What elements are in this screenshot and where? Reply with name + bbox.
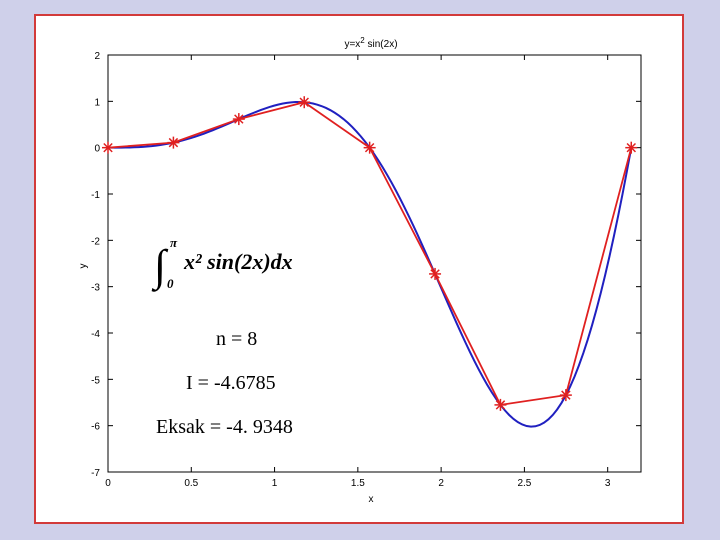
integral-upper-limit: π bbox=[170, 235, 178, 250]
marker-stroke bbox=[626, 142, 637, 153]
y-tick-label: -6 bbox=[91, 422, 100, 433]
integral-formula: ∫ π 0 x² sin(2x)dx bbox=[151, 235, 293, 292]
integral-expression: x² sin(2x)dx bbox=[183, 249, 293, 274]
approx-value: I = -4.6785 bbox=[186, 372, 276, 394]
x-axis-label: x bbox=[369, 494, 374, 505]
plot-box bbox=[107, 54, 642, 473]
x-tick-label: 1 bbox=[272, 478, 278, 489]
trapezoid-point bbox=[102, 141, 114, 154]
x-tick-label: 1.5 bbox=[351, 478, 365, 489]
chart: 0 0.5 1 1.5 2 2.5 3 2 1 0 -1 -2 -3 -4 -5 -6 -7 y=x2 sin(… bbox=[78, 36, 642, 505]
trapezoid-point bbox=[559, 389, 572, 402]
trapezoid-point bbox=[298, 96, 311, 109]
trapezoid-point bbox=[232, 113, 245, 126]
marker-stroke bbox=[168, 137, 179, 148]
x-tick-label: 2 bbox=[438, 478, 444, 489]
trapezoid-point bbox=[494, 398, 507, 411]
y-tick-label: -2 bbox=[91, 236, 100, 247]
trapezoid-point bbox=[625, 141, 638, 154]
chart-title: y=x2 sin(2x) bbox=[344, 36, 397, 50]
integral-lower-limit: 0 bbox=[167, 276, 174, 291]
y-tick-label: 2 bbox=[94, 51, 100, 62]
marker-stroke bbox=[495, 400, 506, 410]
trapezoid-point bbox=[429, 267, 442, 280]
marker-stroke bbox=[234, 114, 244, 124]
x-tick-label: 3 bbox=[605, 478, 611, 489]
marker-stroke bbox=[364, 142, 375, 153]
svg-text:∫: ∫ bbox=[151, 241, 169, 292]
marker-stroke bbox=[299, 97, 309, 107]
slide-frame: 0 0.5 1 1.5 2 2.5 3 2 1 0 -1 -2 -3 -4 -5 -6 -7 y=x2 sin(… bbox=[34, 14, 684, 524]
marker-stroke bbox=[561, 390, 571, 400]
x-tick-label: 0.5 bbox=[184, 478, 198, 489]
y-tick-label: -3 bbox=[91, 283, 100, 294]
y-tick-label: -1 bbox=[91, 190, 100, 201]
y-tick-label: -4 bbox=[91, 329, 100, 340]
y-axis-label: y bbox=[78, 264, 89, 269]
x-tick-label: 2.5 bbox=[517, 478, 531, 489]
y-tick-label: 1 bbox=[94, 97, 100, 108]
trapezoid-point bbox=[363, 141, 376, 154]
x-tick-label: 0 bbox=[105, 478, 111, 489]
n-label: n = 8 bbox=[216, 328, 258, 350]
y-tick-label: 0 bbox=[94, 144, 100, 155]
marker-stroke bbox=[430, 269, 440, 279]
y-tick-label: -5 bbox=[91, 375, 100, 386]
y-tick-label: -7 bbox=[91, 468, 100, 479]
trapezoid-point bbox=[167, 136, 180, 149]
marker-stroke bbox=[103, 142, 113, 153]
exact-value: Eksak = -4. 9348 bbox=[156, 416, 293, 438]
